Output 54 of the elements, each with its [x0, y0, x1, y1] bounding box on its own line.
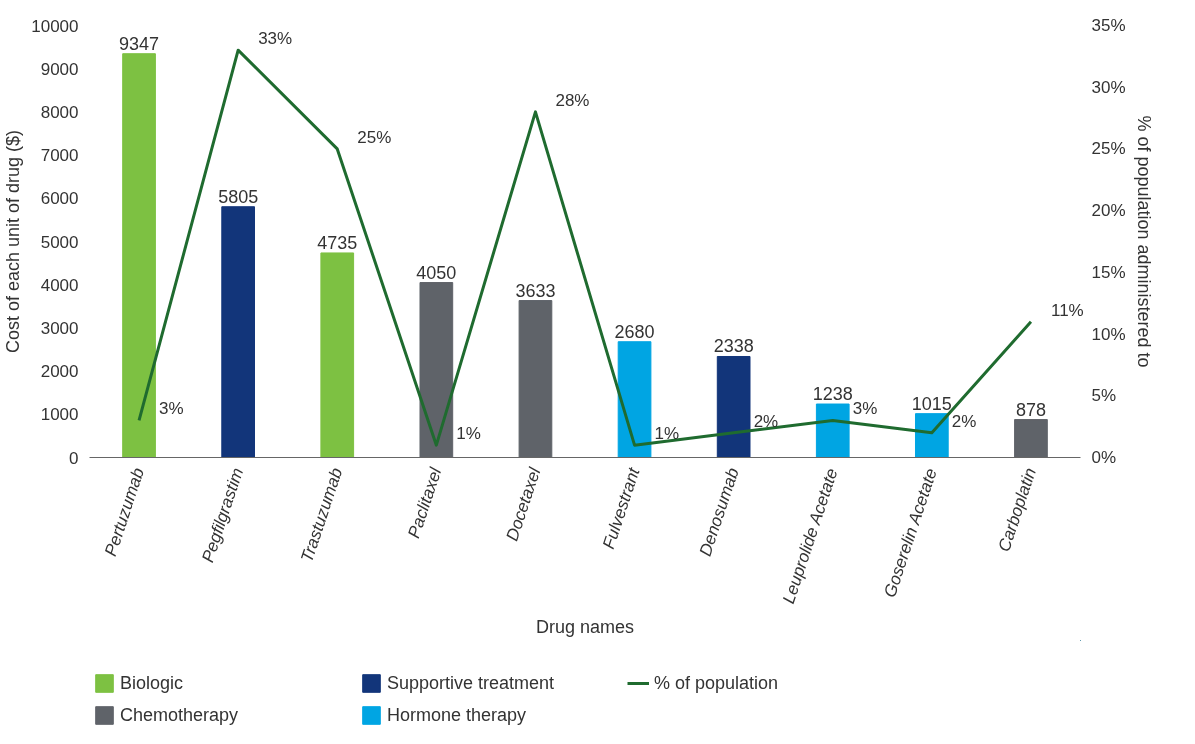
y-axis-title: Cost of each unit of drug ($): [3, 129, 24, 354]
data-label: 1015: [911, 393, 952, 414]
legend-label: Hormone therapy: [387, 704, 528, 726]
data-label: 878: [1015, 399, 1046, 420]
bar: [815, 403, 850, 458]
data-label: 28%: [555, 90, 590, 110]
y2-axis-title: % of population administered to: [1133, 115, 1154, 368]
legend-label: Biologic: [120, 672, 185, 694]
bar: [915, 413, 949, 458]
bar: [617, 341, 652, 458]
data-label: 2%: [753, 411, 779, 431]
bar: [122, 53, 156, 458]
data-label: 9347: [119, 33, 160, 54]
y-tick-label: 4000: [40, 275, 79, 295]
y2-tick-label: 5%: [1091, 386, 1117, 406]
data-label: 33%: [258, 29, 293, 49]
data-label: 4735: [317, 232, 358, 253]
y-tick-label: 10000: [31, 16, 79, 36]
data-label: 11%: [1050, 300, 1084, 320]
y2-tick-label: 0%: [1091, 448, 1117, 467]
data-label: 1238: [812, 384, 853, 405]
y-tick-label: 8000: [40, 102, 79, 122]
y-tick-label: 7000: [40, 146, 79, 166]
legend-label: % of population: [654, 672, 780, 694]
y-tick-label: 0: [69, 448, 79, 468]
bar: [221, 206, 255, 458]
y2-tick-label: 35%: [1091, 16, 1126, 35]
data-label: 3%: [159, 399, 184, 419]
y2-tick-label: 20%: [1091, 201, 1126, 221]
y-tick-label: 6000: [40, 189, 79, 209]
y-tick-label: 3000: [40, 318, 79, 338]
data-label: 4050: [416, 262, 457, 283]
y2-tick-label: 15%: [1091, 262, 1126, 282]
data-label: 3633: [515, 280, 556, 301]
y-tick-label: 2000: [40, 362, 79, 382]
data-label: 5805: [218, 186, 259, 207]
data-label: 25%: [357, 127, 392, 147]
y-tick-label: 5000: [40, 232, 79, 252]
x-axis-title: Drug names: [535, 617, 635, 638]
legend-label: Chemotherapy: [120, 704, 240, 726]
y2-tick-label: 25%: [1091, 139, 1126, 159]
y-tick-label: 1000: [40, 405, 79, 425]
y-tick-label: 9000: [40, 59, 79, 79]
legend-label: Supportive treatment: [387, 672, 556, 694]
data-label: 2680: [614, 321, 655, 342]
y2-tick-label: 30%: [1091, 77, 1126, 97]
bar: [320, 252, 355, 458]
bar: [716, 356, 751, 458]
data-label: 2%: [951, 411, 977, 431]
data-label: 1%: [456, 424, 481, 444]
data-label: 2338: [713, 336, 754, 357]
data-label: 1%: [654, 424, 680, 444]
data-label: 3%: [852, 399, 878, 419]
y2-tick-label: 10%: [1091, 324, 1126, 344]
